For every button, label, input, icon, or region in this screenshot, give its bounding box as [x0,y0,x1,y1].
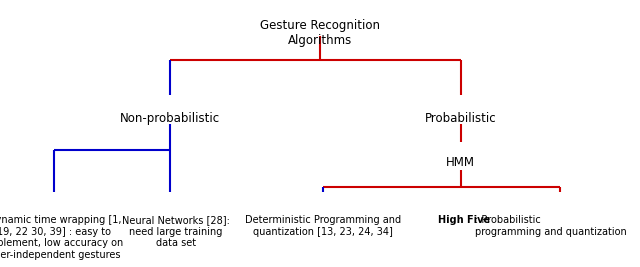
Text: HMM: HMM [446,156,476,169]
Text: Non-probabilistic: Non-probabilistic [120,112,220,125]
Text: Probabilistic: Probabilistic [425,112,497,125]
Text: Dynamic time wrapping [1,
19, 22 30, 39] : easy to
implement, low accuracy on
us: Dynamic time wrapping [1, 19, 22 30, 39]… [0,215,124,260]
Text: Neural Networks [28]:
need large training
data set: Neural Networks [28]: need large trainin… [122,215,230,248]
Text: : Probabilistic
programming and quantization: : Probabilistic programming and quantiza… [475,215,627,237]
Text: Gesture Recognition
Algorithms: Gesture Recognition Algorithms [260,19,380,47]
Text: High Five: High Five [438,215,490,225]
Text: Deterministic Programming and
quantization [13, 23, 24, 34]: Deterministic Programming and quantizati… [245,215,401,237]
